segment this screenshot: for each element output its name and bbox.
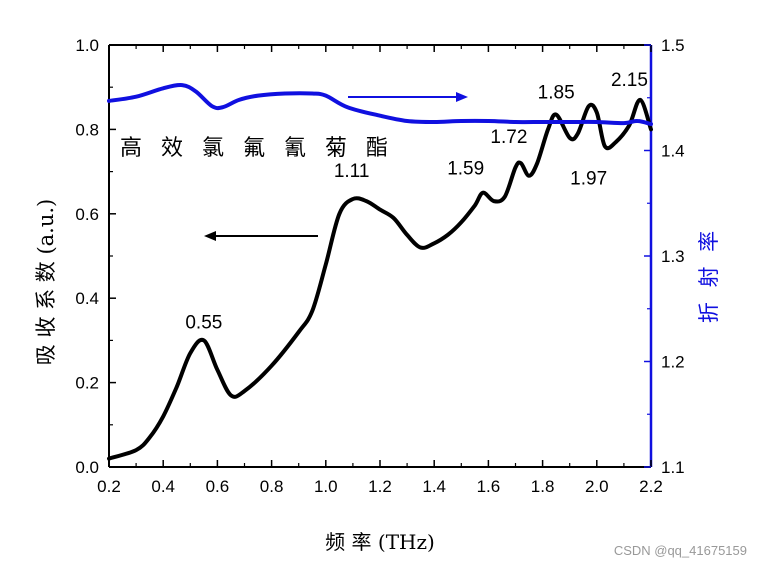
watermark: CSDN @qq_41675159: [613, 543, 747, 558]
peak-label: 2.15: [611, 70, 648, 91]
left-arrow: [204, 231, 318, 241]
peak-label: 1.72: [490, 127, 527, 148]
x-tick-label: 2.2: [639, 477, 663, 496]
peak-label: 1.11: [334, 161, 370, 182]
y-axis-label-right: 折 射 率: [697, 227, 721, 323]
x-tick-label: 0.6: [206, 477, 230, 496]
y-tick-label-right: 1.5: [661, 36, 685, 55]
x-tick-label: 0.8: [260, 477, 284, 496]
y-tick-label-left: 0.0: [75, 458, 99, 477]
x-tick-label: 1.2: [368, 477, 392, 496]
refractive-index-line: [107, 83, 653, 127]
sample-label: 高 效 氯 氟 氰 菊 酯: [120, 136, 394, 161]
peak-label: 1.97: [570, 168, 607, 189]
x-tick-label: 0.4: [151, 477, 175, 496]
y-tick-label-right: 1.2: [661, 353, 685, 372]
y-axis-label-left: 吸 收 系 数 (a.u.): [34, 199, 58, 365]
x-axis-label: 频 率 (THz): [325, 530, 435, 554]
x-tick-label: 1.6: [477, 477, 501, 496]
y-tick-label-right: 1.3: [661, 247, 685, 266]
y-tick-label-right: 1.1: [661, 458, 685, 477]
x-tick-label: 2.0: [585, 477, 609, 496]
x-tick-label: 1.8: [531, 477, 555, 496]
peak-label: 1.59: [447, 159, 484, 180]
y-tick-label-right: 1.4: [661, 142, 685, 161]
y-tick-label-left: 0.6: [75, 205, 99, 224]
y-tick-label-left: 0.8: [75, 120, 99, 139]
absorption-line: [107, 97, 653, 461]
right-arrow: [348, 92, 468, 102]
x-tick-label: 1.4: [422, 477, 446, 496]
peak-label: 0.55: [185, 312, 222, 333]
peak-label: 1.85: [538, 83, 575, 104]
y-tick-label-left: 0.2: [75, 374, 99, 393]
y-tick-label-left: 1.0: [75, 36, 99, 55]
y-tick-label-left: 0.4: [75, 289, 99, 308]
x-tick-label: 1.0: [314, 477, 338, 496]
x-tick-label: 0.2: [97, 477, 121, 496]
